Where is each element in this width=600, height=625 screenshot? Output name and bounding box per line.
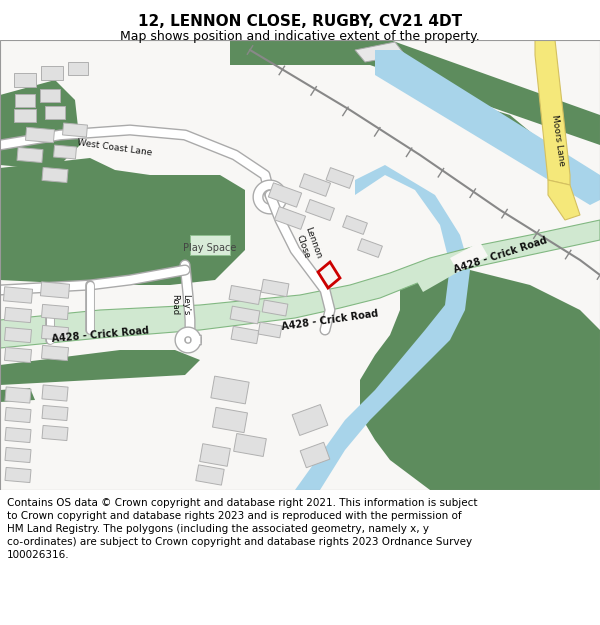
Polygon shape — [0, 220, 600, 348]
Bar — [230, 306, 260, 324]
Text: co-ordinates) are subject to Crown copyright and database rights 2023 Ordnance S: co-ordinates) are subject to Crown copyr… — [7, 537, 472, 547]
Bar — [68, 61, 88, 74]
Bar — [5, 448, 31, 462]
Polygon shape — [375, 50, 600, 205]
Bar — [14, 109, 36, 121]
Text: 12, LENNON CLOSE, RUGBY, CV21 4DT: 12, LENNON CLOSE, RUGBY, CV21 4DT — [138, 14, 462, 29]
Bar — [41, 66, 63, 80]
Text: Play Space: Play Space — [184, 243, 236, 253]
Bar — [343, 216, 367, 234]
Polygon shape — [415, 258, 458, 292]
Polygon shape — [355, 42, 405, 62]
Bar — [41, 304, 68, 319]
Bar — [300, 442, 330, 468]
Bar — [42, 426, 68, 441]
Polygon shape — [190, 235, 230, 255]
Bar — [233, 434, 266, 456]
Bar — [62, 123, 88, 137]
Bar — [5, 468, 31, 482]
Bar — [15, 94, 35, 106]
Bar — [40, 282, 70, 298]
Bar — [212, 408, 247, 432]
Polygon shape — [230, 40, 600, 145]
Bar — [53, 145, 76, 159]
Text: to Crown copyright and database rights 2023 and is reproduced with the permissio: to Crown copyright and database rights 2… — [7, 511, 462, 521]
Polygon shape — [445, 100, 540, 150]
Polygon shape — [0, 350, 200, 385]
Polygon shape — [360, 270, 600, 490]
Bar — [45, 106, 65, 119]
Bar — [17, 148, 43, 162]
Text: Moors Lane: Moors Lane — [550, 114, 566, 166]
Bar — [261, 279, 289, 297]
Bar — [25, 127, 55, 142]
Text: A428 - Crick Road: A428 - Crick Road — [452, 235, 548, 275]
Bar — [262, 300, 288, 316]
Text: Ley's
Road: Ley's Road — [170, 294, 190, 316]
Bar — [41, 346, 68, 361]
Bar — [258, 322, 282, 338]
Polygon shape — [450, 242, 488, 272]
Text: Map shows position and indicative extent of the property.: Map shows position and indicative extent… — [120, 30, 480, 43]
Bar — [5, 428, 31, 442]
Bar — [231, 326, 259, 344]
Text: West Coast Lane: West Coast Lane — [77, 138, 153, 158]
Bar — [4, 308, 32, 322]
Bar — [196, 465, 224, 485]
Bar — [292, 404, 328, 436]
Bar — [4, 287, 32, 303]
Bar — [4, 348, 32, 362]
Bar — [229, 286, 261, 304]
Bar — [211, 376, 249, 404]
Bar — [42, 406, 68, 421]
Text: HM Land Registry. The polygons (including the associated geometry, namely x, y: HM Land Registry. The polygons (includin… — [7, 524, 429, 534]
Polygon shape — [295, 165, 470, 490]
Polygon shape — [0, 388, 35, 402]
Bar — [5, 408, 31, 422]
Bar — [274, 207, 305, 229]
Polygon shape — [535, 40, 570, 185]
Bar — [326, 168, 354, 188]
Bar — [268, 183, 302, 207]
Text: Lennon
Close: Lennon Close — [293, 226, 323, 264]
Polygon shape — [548, 180, 580, 220]
Text: A428 - Crick Road: A428 - Crick Road — [281, 308, 379, 332]
Polygon shape — [0, 80, 80, 170]
Bar — [40, 89, 60, 101]
Text: 100026316.: 100026316. — [7, 550, 70, 560]
Polygon shape — [0, 158, 245, 285]
Bar — [14, 73, 36, 87]
Bar — [200, 444, 230, 466]
Bar — [305, 199, 334, 221]
Text: Contains OS data © Crown copyright and database right 2021. This information is : Contains OS data © Crown copyright and d… — [7, 498, 478, 508]
Text: A428 - Crick Road: A428 - Crick Road — [51, 326, 149, 344]
Bar — [42, 168, 68, 182]
Bar — [41, 326, 68, 341]
Bar — [299, 174, 331, 196]
Bar — [5, 387, 31, 403]
Bar — [42, 385, 68, 401]
Bar — [358, 239, 382, 258]
Polygon shape — [0, 40, 600, 490]
Bar — [4, 328, 32, 342]
